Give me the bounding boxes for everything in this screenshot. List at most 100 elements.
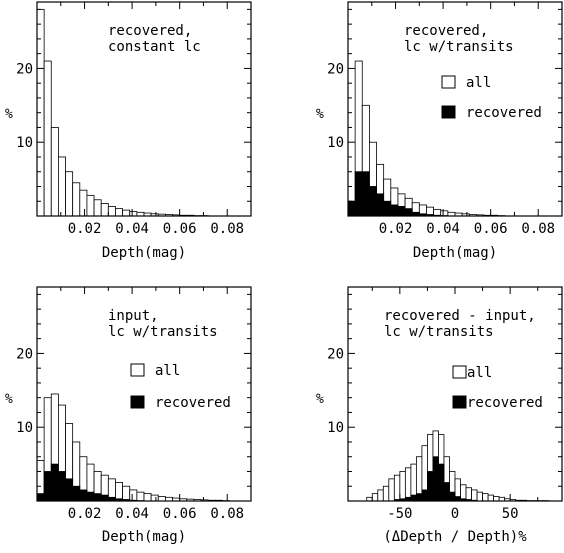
x-tick-label: -50 bbox=[387, 506, 412, 522]
panel-annotation: lc w/transits bbox=[384, 324, 494, 340]
x-tick-label: 0.04 bbox=[115, 506, 149, 522]
y-axis-label: % bbox=[316, 392, 324, 407]
x-tick-label: 0.06 bbox=[474, 221, 508, 237]
bar bbox=[100, 203, 109, 217]
bar bbox=[493, 496, 500, 502]
x-tick-label: 0.04 bbox=[115, 221, 149, 237]
x-tick-label: 0.08 bbox=[210, 221, 244, 237]
bar bbox=[72, 182, 81, 217]
x-tick-label: 50 bbox=[502, 506, 519, 522]
bar bbox=[438, 463, 445, 502]
bar bbox=[443, 482, 450, 502]
bar bbox=[129, 489, 138, 502]
y-tick-label: 20 bbox=[327, 346, 344, 362]
legend-swatch-all bbox=[130, 363, 145, 377]
bar bbox=[79, 489, 88, 502]
y-axis-label: % bbox=[5, 107, 13, 122]
x-axis-label: Depth(mag) bbox=[102, 529, 186, 545]
panel-annotation: recovered - input, bbox=[384, 308, 536, 324]
bar bbox=[377, 489, 384, 502]
bar bbox=[388, 478, 395, 502]
bar bbox=[43, 60, 52, 217]
legend-label-all: all bbox=[467, 365, 492, 381]
legend-label-all: all bbox=[466, 75, 491, 91]
bar bbox=[93, 493, 102, 502]
y-tick-label: 10 bbox=[327, 135, 344, 151]
x-tick-label: 0.02 bbox=[379, 221, 413, 237]
bar bbox=[86, 194, 95, 217]
legend-label-all: all bbox=[155, 363, 180, 379]
y-tick-label: 10 bbox=[327, 420, 344, 436]
series-recovered bbox=[36, 463, 145, 502]
x-axis-label: (ΔDepth / Depth)% bbox=[383, 529, 527, 545]
bar bbox=[157, 496, 166, 502]
plot-frame bbox=[36, 1, 252, 217]
bar bbox=[454, 496, 461, 502]
bar bbox=[382, 485, 390, 502]
legend: all recovered bbox=[452, 365, 543, 411]
bar bbox=[107, 206, 116, 217]
bar bbox=[371, 493, 379, 502]
y-tick-label: 10 bbox=[16, 420, 33, 436]
legend-swatch-recovered bbox=[441, 105, 456, 119]
panel-bottom-left: 0.02 0.04 0.06 0.08 10 20 Depth(mag)% input,lc … bbox=[5, 286, 252, 545]
x-tick-label: 0.02 bbox=[68, 221, 102, 237]
y-axis-label: % bbox=[5, 392, 13, 407]
bar bbox=[449, 491, 456, 502]
bar bbox=[79, 189, 88, 217]
y-tick-label: 20 bbox=[16, 346, 33, 362]
bar bbox=[421, 489, 428, 502]
bar bbox=[376, 193, 385, 217]
bar bbox=[122, 209, 131, 217]
panel-annotation: lc w/transits bbox=[404, 39, 514, 55]
bar bbox=[122, 485, 131, 502]
legend-swatch-recovered bbox=[130, 395, 145, 409]
y-axis-label: % bbox=[316, 107, 324, 122]
bar bbox=[36, 493, 45, 502]
bar bbox=[347, 200, 356, 217]
bar bbox=[415, 493, 423, 502]
bar bbox=[50, 463, 59, 502]
plot-frame bbox=[36, 286, 252, 502]
bar bbox=[50, 127, 59, 217]
bar bbox=[129, 211, 138, 217]
x-tick-label: 0.06 bbox=[163, 221, 197, 237]
y-tick-label: 20 bbox=[327, 61, 344, 77]
bar bbox=[471, 489, 478, 502]
bar bbox=[487, 494, 495, 502]
bar bbox=[115, 208, 124, 217]
bar bbox=[482, 493, 489, 502]
x-tick-label: 0.08 bbox=[210, 506, 244, 522]
bar bbox=[354, 171, 363, 217]
bar bbox=[476, 491, 483, 502]
bar bbox=[100, 494, 109, 502]
bar bbox=[93, 199, 102, 217]
bar bbox=[65, 171, 74, 217]
legend-swatch-all bbox=[452, 365, 467, 379]
bar bbox=[72, 485, 81, 502]
bar bbox=[427, 471, 434, 502]
bar bbox=[368, 186, 377, 217]
bar bbox=[58, 156, 66, 217]
bar bbox=[150, 494, 159, 502]
panel-annotation: input, bbox=[108, 308, 159, 324]
legend-label-recovered: recovered bbox=[467, 395, 543, 411]
y-tick-label: 10 bbox=[16, 135, 33, 151]
panel-top-right: 0.02 0.04 0.06 0.08 10 20 Depth(mag)% recovered… bbox=[316, 1, 563, 261]
bar bbox=[65, 478, 74, 502]
legend-swatch-all bbox=[441, 75, 456, 89]
panel-top-left: 0.02 0.04 0.06 0.08 10 20 Depth(mag)% recovered… bbox=[5, 1, 252, 261]
bar bbox=[43, 471, 52, 502]
panel-annotation: constant lc bbox=[108, 39, 201, 55]
series-all bbox=[366, 430, 550, 502]
bar bbox=[432, 456, 439, 502]
panel-annotation: recovered, bbox=[404, 23, 488, 39]
bar bbox=[58, 471, 66, 502]
bar bbox=[410, 494, 417, 502]
panel-annotation: lc w/transits bbox=[108, 324, 218, 340]
x-tick-label: 0.06 bbox=[163, 506, 197, 522]
legend: all recovered bbox=[130, 363, 231, 411]
x-axis-label: Depth(mag) bbox=[102, 245, 186, 261]
bar bbox=[399, 471, 406, 502]
